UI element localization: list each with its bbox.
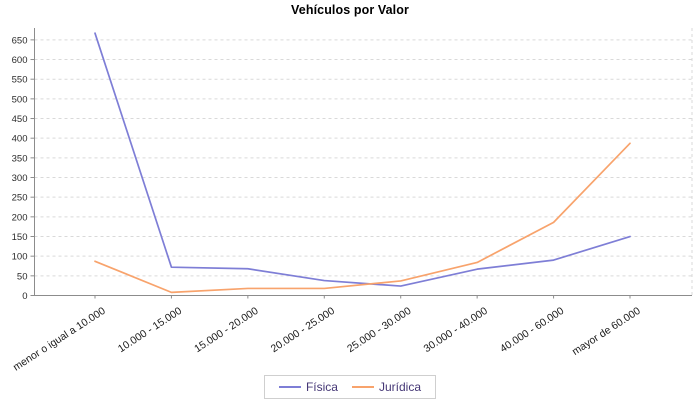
y-tick-label: 550	[12, 75, 28, 86]
x-axis-label: 40.000 - 60.000	[498, 305, 566, 355]
series-line-juridica	[94, 142, 631, 294]
y-tick-label: 400	[12, 134, 28, 145]
series-line-fisica	[94, 32, 631, 287]
legend: Física Jurídica	[0, 375, 700, 399]
y-tick-label: 150	[12, 232, 28, 243]
legend-box: Física Jurídica	[263, 375, 437, 399]
y-tick-label: 200	[12, 212, 28, 223]
chart-title: Vehículos por Valor	[291, 3, 409, 17]
y-tick-label: 600	[12, 55, 28, 66]
y-tick-label: 0	[22, 291, 27, 302]
y-tick-label: 50	[17, 271, 28, 282]
y-tick-label: 500	[12, 94, 28, 105]
legend-item: Física	[278, 380, 338, 394]
y-tick-label: 350	[12, 153, 28, 164]
y-tick-label: 300	[12, 173, 28, 184]
x-axis-label: 20.000 - 25.000	[269, 305, 337, 355]
legend-item: Jurídica	[351, 380, 422, 394]
legend-label: Física	[305, 380, 338, 394]
y-tick-label: 650	[12, 35, 28, 46]
y-tick-label: 100	[12, 252, 28, 263]
legend-swatch	[278, 386, 301, 388]
x-axis-label: 15.000 - 20.000	[192, 305, 260, 355]
x-axis-label: mayor de 60.000	[570, 305, 643, 358]
legend-swatch	[351, 386, 374, 388]
y-tick-label: 450	[12, 114, 28, 125]
x-axis-label: 10.000 - 15.000	[116, 305, 184, 355]
legend-label: Jurídica	[378, 380, 422, 394]
x-axis-label: menor o igual a 10.000	[11, 305, 108, 374]
x-axis-label: 25.000 - 30.000	[345, 305, 413, 355]
x-axis-label: 30.000 - 40.000	[422, 305, 490, 355]
y-tick-label: 250	[12, 193, 28, 204]
